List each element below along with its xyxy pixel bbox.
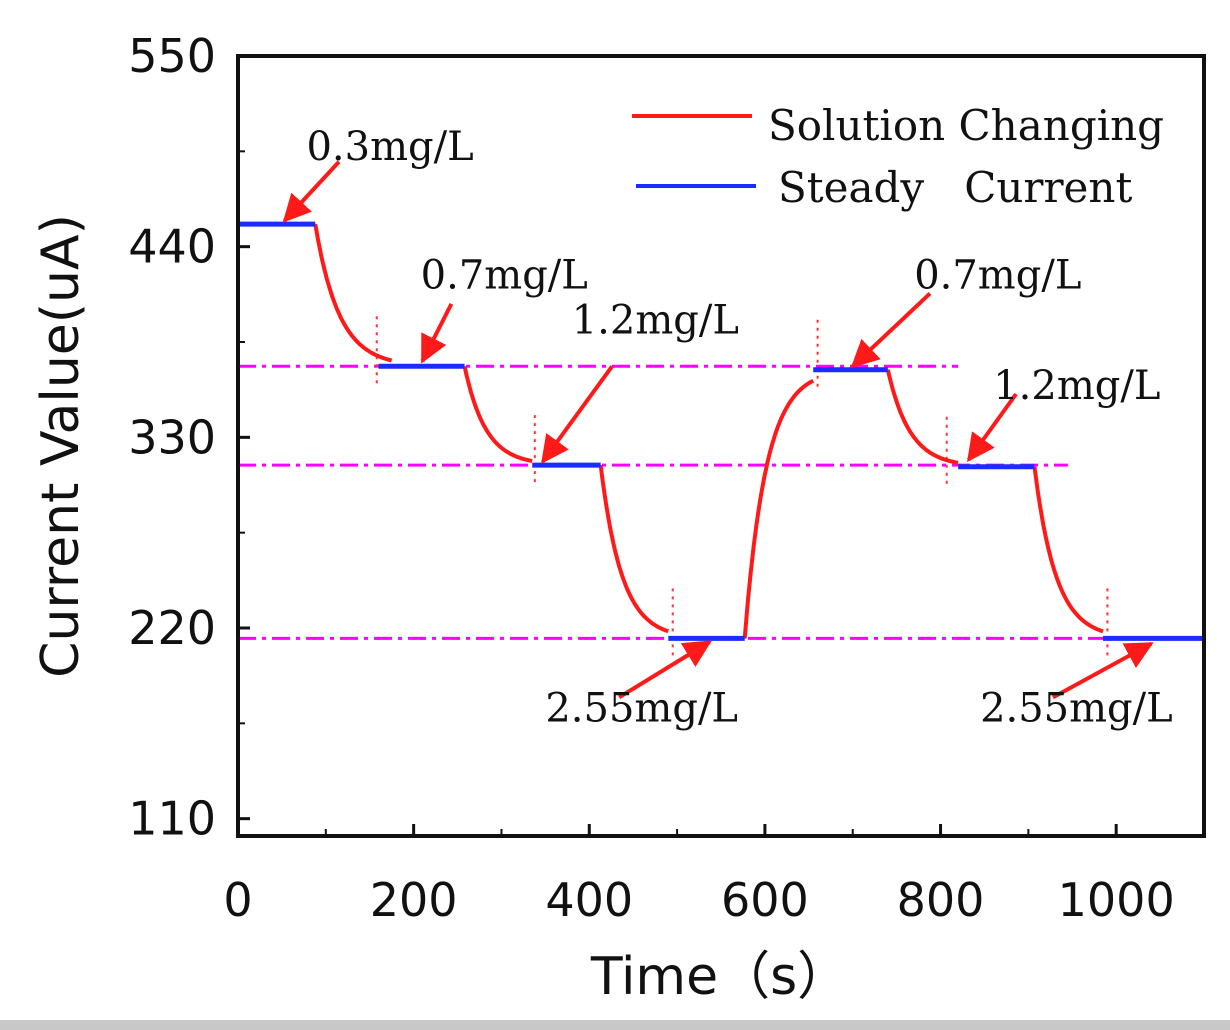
x-tick-label: 0 xyxy=(223,873,252,927)
series-layer xyxy=(238,221,1204,641)
legend-label-steady-current: Steady Current xyxy=(778,163,1132,212)
annotation-arrow xyxy=(618,640,712,700)
bottom-border xyxy=(0,1020,1230,1030)
annotation-label: 1.2mg/L xyxy=(572,297,739,343)
annotations: 0.3mg/L0.7mg/L1.2mg/L2.55mg/L0.7mg/L1.2m… xyxy=(282,124,1173,732)
y-axis-title: Current Value(uA) xyxy=(31,214,91,678)
solution-changing-line xyxy=(462,365,534,463)
x-tick-label: 200 xyxy=(370,873,458,927)
annotation-label: 0.3mg/L xyxy=(306,124,473,170)
y-tick-label: 330 xyxy=(128,410,216,464)
x-tick-label: 800 xyxy=(897,873,985,927)
annotation-label: 0.7mg/L xyxy=(421,252,588,298)
x-axis-ticks: 0 200 400 600 800 1000 xyxy=(223,824,1175,927)
y-tick-label: 440 xyxy=(128,220,216,274)
solution-changing-line xyxy=(1032,466,1104,634)
plot-frame xyxy=(236,54,1206,838)
annotation-label: 1.2mg/L xyxy=(993,363,1160,409)
legend-label-solution-changing: Solution Changing xyxy=(768,101,1164,150)
solution-changing-line xyxy=(885,369,959,465)
y-tick-label: 550 xyxy=(128,29,216,83)
x-tick-label: 600 xyxy=(721,873,809,927)
x-axis-title: Time（s） xyxy=(590,947,849,1007)
solution-changing-line xyxy=(598,464,670,634)
legend: Solution Changing Steady Current xyxy=(632,101,1164,212)
annotation-arrow xyxy=(850,292,932,369)
solution-changing-line xyxy=(313,223,393,363)
annotation-arrow xyxy=(420,302,454,364)
annotation-arrow xyxy=(282,160,341,223)
annotation-arrow xyxy=(967,392,1018,463)
y-tick-label: 110 xyxy=(128,792,216,846)
annotation-label: 2.55mg/L xyxy=(545,686,738,732)
y-axis-ticks: 110 220 330 440 550 xyxy=(128,29,250,846)
solution-changing-line xyxy=(742,378,815,639)
x-tick-label: 400 xyxy=(545,873,633,927)
annotation-arrow xyxy=(1051,641,1154,700)
x-tick-label: 1000 xyxy=(1058,873,1175,927)
y-tick-label: 220 xyxy=(128,601,216,655)
annotation-arrow xyxy=(541,365,614,464)
annotation-label: 2.55mg/L xyxy=(980,686,1173,732)
annotation-label: 0.7mg/L xyxy=(914,252,1081,298)
